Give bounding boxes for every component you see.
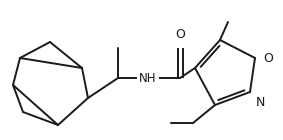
Text: NH: NH	[139, 72, 157, 85]
Text: O: O	[263, 52, 273, 65]
Text: N: N	[256, 96, 265, 109]
Text: O: O	[175, 28, 185, 41]
